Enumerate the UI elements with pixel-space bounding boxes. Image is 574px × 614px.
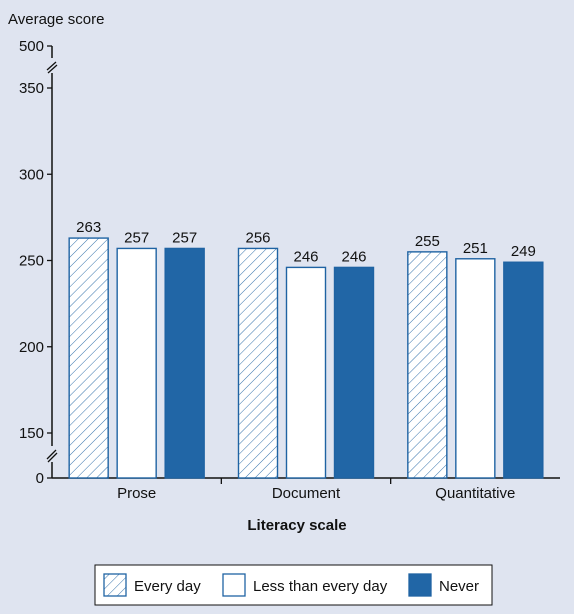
x-axis-title: Literacy scale xyxy=(247,517,346,534)
bar xyxy=(69,238,108,478)
bar xyxy=(408,252,447,478)
legend-label: Never xyxy=(439,578,479,595)
bar xyxy=(239,248,278,478)
bar-data-label: 255 xyxy=(415,233,440,250)
x-category-label: Prose xyxy=(117,485,156,502)
x-category-label: Quantitative xyxy=(435,485,515,502)
bar-data-label: 257 xyxy=(124,229,149,246)
axis-break-mark xyxy=(47,450,57,462)
legend-label: Less than every day xyxy=(253,578,388,595)
bar-data-label: 251 xyxy=(463,240,488,257)
legend-swatch xyxy=(223,574,245,596)
x-category-label: Document xyxy=(272,485,341,502)
bar-data-label: 263 xyxy=(76,219,101,236)
y-tick-label: 250 xyxy=(19,253,44,270)
y-tick-label: 0 xyxy=(36,470,44,487)
plot-area: 0 150 200 250 300 350 500 Prose 263 257 257 Documen… xyxy=(19,38,560,502)
y-tick-label: 500 xyxy=(19,38,44,55)
bar xyxy=(165,248,204,478)
bar xyxy=(504,262,543,478)
legend-label: Every day xyxy=(134,578,201,595)
bar-data-label: 249 xyxy=(511,243,536,260)
y-tick-label: 150 xyxy=(19,425,44,442)
legend: Every day Less than every day Never xyxy=(95,565,492,605)
legend-swatch xyxy=(104,574,126,596)
bar xyxy=(117,248,156,478)
y-tick-label: 200 xyxy=(19,339,44,356)
bar xyxy=(456,259,495,478)
bar-data-label: 246 xyxy=(341,248,366,265)
bar-data-label: 246 xyxy=(293,248,318,265)
bar xyxy=(287,267,326,478)
axis-break-mark xyxy=(47,62,57,73)
bar-data-label: 256 xyxy=(245,229,270,246)
bar xyxy=(335,267,374,478)
bar-data-label: 257 xyxy=(172,229,197,246)
y-tick-label: 350 xyxy=(19,80,44,97)
y-axis-label: Average score xyxy=(8,11,104,28)
y-tick-label: 300 xyxy=(19,166,44,183)
legend-swatch xyxy=(409,574,431,596)
